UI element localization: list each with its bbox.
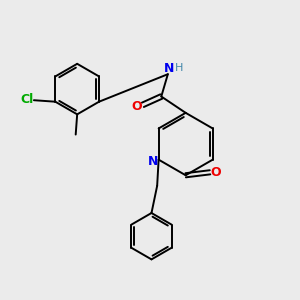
Text: O: O: [132, 100, 142, 113]
Text: O: O: [210, 166, 221, 179]
Text: Cl: Cl: [21, 93, 34, 106]
Text: H: H: [175, 63, 183, 73]
Text: N: N: [148, 154, 158, 168]
Text: N: N: [164, 62, 175, 75]
